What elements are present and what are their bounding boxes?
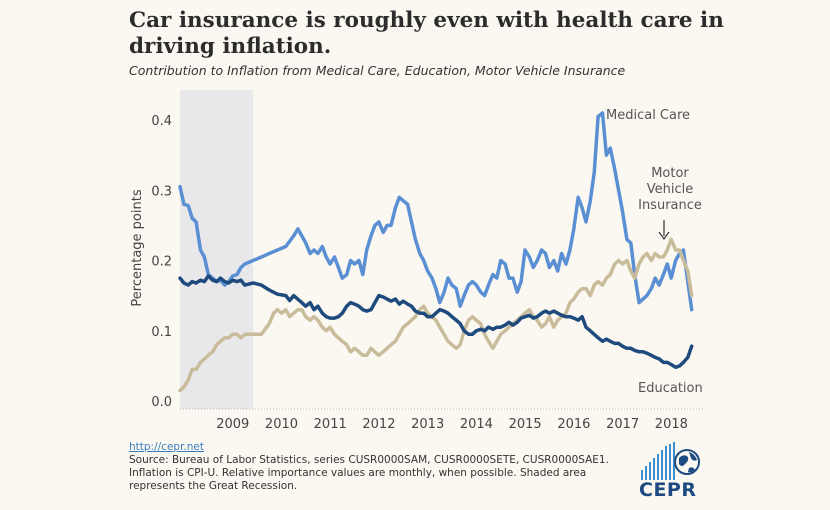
chart-footer: http://cepr.net Source: Bureau of Labor … <box>129 441 609 493</box>
series-line-education <box>178 274 694 370</box>
annotation-motor-vehicle-insurance-line: Motor <box>651 166 689 181</box>
chart-subtitle: Contribution to Inflation from Medical C… <box>129 63 626 78</box>
x-tick-label: 2015 <box>509 417 542 432</box>
globe-bar-chart-icon <box>641 442 700 480</box>
x-tick-label: 2009 <box>216 417 249 432</box>
annotation-motor-vehicle-insurance-line: Vehicle <box>647 182 694 197</box>
source-note: Source: Bureau of Labor Statistics, seri… <box>129 454 609 492</box>
axis-layer: 0.0 0.1 0.2 0.3 0.4 2009 2010 2011 2012 2013 2014 2… <box>130 114 705 432</box>
y-tick-label: 0.2 <box>151 255 172 270</box>
annotation-motor-vehicle-insurance-line: Insurance <box>638 198 702 213</box>
cepr-logo-text: CEPR <box>639 479 697 501</box>
x-tick-label: 2011 <box>314 417 347 432</box>
y-tick-label: 0.4 <box>151 114 172 129</box>
recession-shade-layer <box>180 90 254 409</box>
line-chart: 0.0 0.1 0.2 0.3 0.4 2009 2010 2011 2012 2013 2014 2… <box>130 90 705 432</box>
x-tick-label: 2010 <box>265 417 298 432</box>
series-line-medical-care <box>178 111 694 312</box>
x-tick-label: 2018 <box>655 417 688 432</box>
series-line-motor-vehicle-insurance <box>178 237 694 393</box>
series-layer <box>178 111 694 393</box>
annotation-arrow-head <box>658 231 670 241</box>
annotation-education: Education <box>638 381 703 396</box>
x-tick-label: 2017 <box>606 417 639 432</box>
x-tick-label: 2014 <box>460 417 493 432</box>
cepr-link[interactable]: http://cepr.net <box>129 441 204 453</box>
chart-title: Car insurance is roughly even with healt… <box>129 8 724 59</box>
x-tick-label: 2013 <box>411 417 444 432</box>
x-tick-label: 2016 <box>557 417 590 432</box>
y-tick-label: 0.3 <box>151 184 172 199</box>
y-tick-label: 0.1 <box>151 325 172 340</box>
x-tick-label: 2012 <box>362 417 395 432</box>
y-axis-label: Percentage points <box>130 189 145 306</box>
annotation-medical-care: Medical Care <box>606 108 690 123</box>
recession-shaded-area <box>180 90 254 409</box>
y-tick-label: 0.0 <box>151 395 172 410</box>
